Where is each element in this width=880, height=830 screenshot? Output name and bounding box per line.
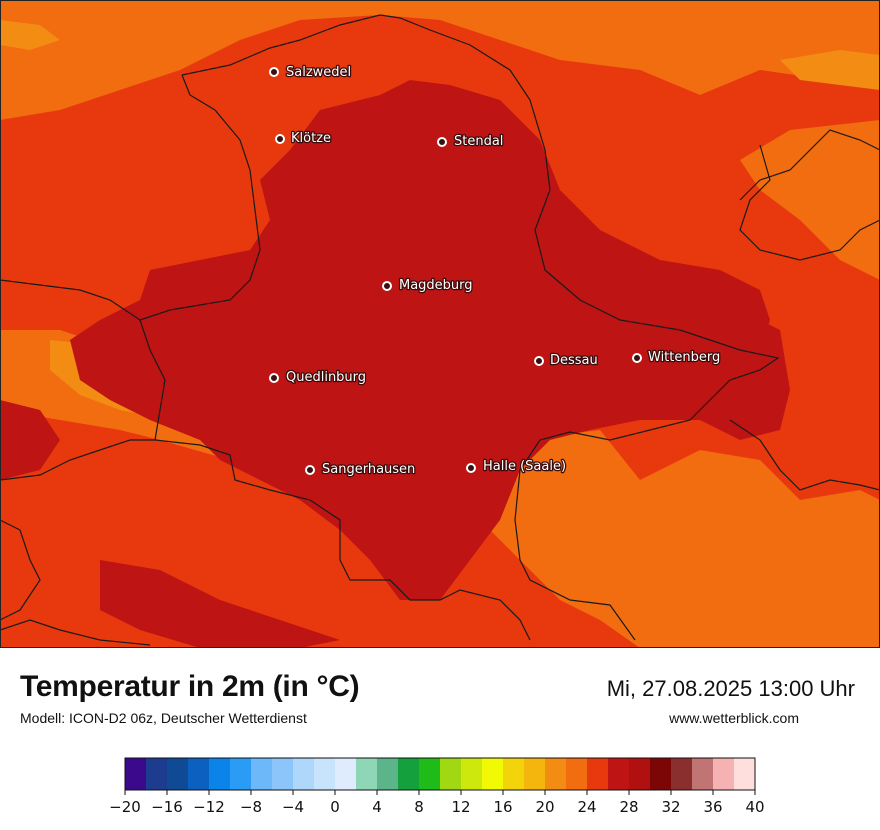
colorbar-swatch — [566, 758, 588, 790]
city-sangerhausen: Sangerhausen — [305, 461, 417, 478]
colorbar-swatch — [230, 758, 252, 790]
colorbar-swatch — [356, 758, 378, 790]
colorbar-tick-label: 16 — [493, 798, 512, 816]
colorbar-ticks: −20 −16 −12 −8 −4 0 4 8 12 16 20 24 28 32 36 40 — [109, 790, 765, 816]
colorbar-swatch — [209, 758, 231, 790]
colorbar-swatch — [524, 758, 546, 790]
weather-map: Salzwedel Klötze Stendal Magdeburg Dessa… — [0, 0, 880, 648]
colorbar-swatch — [272, 758, 294, 790]
map-title: Temperatur in 2m (in °C) — [20, 670, 360, 703]
colorbar-swatch — [398, 758, 420, 790]
city-label: Wittenberg — [648, 350, 720, 365]
colorbar-svg: −20 −16 −12 −8 −4 0 4 8 12 16 20 24 28 32 36 40 — [109, 757, 765, 816]
colorbar-swatch — [671, 758, 693, 790]
city-dot-icon — [632, 353, 642, 363]
city-label: Klötze — [291, 131, 331, 146]
colorbar-tick-label: 20 — [535, 798, 554, 816]
colorbar-swatch — [125, 758, 147, 790]
colorbar-swatch — [377, 758, 399, 790]
website-link[interactable]: www.wetterblick.com — [669, 710, 799, 726]
colorbar-swatch — [545, 758, 567, 790]
colorbar-swatch — [251, 758, 273, 790]
colorbar-swatch — [692, 758, 714, 790]
colorbar-swatch — [167, 758, 189, 790]
colorbar-swatch — [314, 758, 336, 790]
colorbar-swatch — [734, 758, 756, 790]
city-label: Sangerhausen — [322, 462, 415, 477]
colorbar-swatch — [335, 758, 357, 790]
city-markers: Salzwedel Klötze Stendal Magdeburg Dessa… — [269, 64, 722, 478]
colorbar-swatch — [419, 758, 441, 790]
city-kloetze: Klötze — [275, 130, 332, 147]
colorbar-tick-label: −4 — [282, 798, 304, 816]
city-label: Stendal — [454, 134, 503, 149]
colorbar-tick-label: 12 — [451, 798, 470, 816]
colorbar-tick-label: −8 — [240, 798, 262, 816]
city-dot-icon — [275, 134, 285, 144]
model-info: Modell: ICON-D2 06z, Deutscher Wetterdie… — [20, 710, 307, 726]
city-dot-icon — [269, 373, 279, 383]
city-dot-icon — [534, 356, 544, 366]
colorbar-frame — [124, 757, 756, 791]
city-stendal: Stendal — [437, 133, 505, 150]
colorbar-tick-label: 4 — [372, 798, 382, 816]
colorbar-swatches — [125, 758, 756, 790]
colorbar-swatch — [587, 758, 609, 790]
colorbar-swatch — [188, 758, 210, 790]
colorbar-tick-label: 24 — [577, 798, 596, 816]
colorbar-swatch — [629, 758, 651, 790]
colorbar-swatch — [713, 758, 735, 790]
colorbar-swatch — [461, 758, 483, 790]
color-legend: −20 −16 −12 −8 −4 0 4 8 12 16 20 24 28 32 36 40 — [109, 754, 770, 824]
colorbar-tick-label: 40 — [745, 798, 764, 816]
colorbar-tick-label: 28 — [619, 798, 638, 816]
city-label: Quedlinburg — [286, 370, 366, 385]
temp-field-26-28 — [0, 80, 790, 648]
colorbar-tick-label: 32 — [661, 798, 680, 816]
colorbar-swatch — [650, 758, 672, 790]
city-dot-icon — [382, 281, 392, 291]
city-quedlinburg: Quedlinburg — [269, 369, 367, 386]
colorbar-swatch — [146, 758, 168, 790]
city-salzwedel: Salzwedel — [269, 64, 352, 81]
colorbar-tick-label: 36 — [703, 798, 722, 816]
city-label: Dessau — [550, 353, 598, 368]
colorbar-swatch — [293, 758, 315, 790]
colorbar-tick-label: 8 — [414, 798, 424, 816]
colorbar-swatch — [608, 758, 630, 790]
city-dot-icon — [305, 465, 315, 475]
forecast-datetime: Mi, 27.08.2025 13:00 Uhr — [606, 676, 855, 701]
colorbar-tick-label: 0 — [330, 798, 340, 816]
colorbar-tick-label: −20 — [110, 798, 141, 816]
city-label: Halle (Saale) — [483, 459, 566, 474]
city-dot-icon — [466, 463, 476, 473]
colorbar-tick-label: −12 — [193, 798, 225, 816]
colorbar-tick-label: −16 — [151, 798, 183, 816]
region-borders — [0, 14, 880, 646]
city-dessau: Dessau — [534, 352, 599, 369]
city-wittenberg: Wittenberg — [632, 349, 722, 366]
city-label: Salzwedel — [286, 65, 351, 80]
city-label: Magdeburg — [399, 278, 473, 293]
city-magdeburg: Magdeburg — [382, 277, 474, 294]
city-dot-icon — [437, 137, 447, 147]
colorbar-swatch — [503, 758, 525, 790]
colorbar-swatch — [440, 758, 462, 790]
colorbar-swatch — [482, 758, 504, 790]
city-halle-saale: Halle (Saale) — [466, 458, 567, 475]
city-dot-icon — [269, 67, 279, 77]
